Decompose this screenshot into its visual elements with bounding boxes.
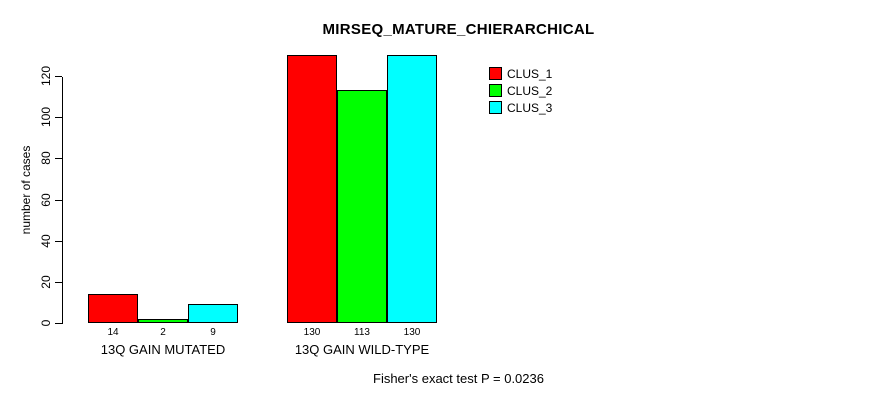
y-tick: [55, 117, 62, 118]
bar: [138, 319, 188, 323]
y-tick: [55, 282, 62, 283]
y-tick-label: 20: [39, 275, 53, 289]
chart-title: MIRSEQ_MATURE_CHIERARCHICAL: [322, 21, 595, 38]
bar: [88, 294, 138, 323]
legend-swatch: [489, 101, 502, 114]
y-tick-label: 120: [39, 65, 53, 87]
bar: [337, 90, 387, 323]
y-tick-label: 0: [39, 319, 53, 327]
legend-label: CLUS_3: [507, 100, 553, 115]
legend-label: CLUS_2: [507, 83, 553, 98]
bar-value-label: 130: [303, 327, 321, 338]
category-label: 13Q GAIN WILD-TYPE: [294, 342, 430, 357]
bar: [287, 55, 337, 323]
category-label: 13Q GAIN MUTATED: [100, 342, 226, 357]
y-tick-label: 40: [39, 234, 53, 248]
y-tick-label: 80: [39, 151, 53, 165]
bar: [387, 55, 437, 323]
y-tick: [55, 323, 62, 324]
y-tick-label: 60: [39, 193, 53, 207]
legend-swatch: [489, 67, 502, 80]
y-axis-title: number of cases: [19, 145, 33, 235]
bar-value-label: 130: [403, 327, 421, 338]
bar-value-label: 2: [160, 327, 166, 338]
legend-swatch: [489, 84, 502, 97]
y-axis-line: [62, 77, 63, 324]
bar: [188, 304, 238, 323]
legend-label: CLUS_1: [507, 66, 553, 81]
y-tick: [55, 76, 62, 77]
legend-item: CLUS_1: [489, 65, 552, 82]
legend: CLUS_1 CLUS_2 CLUS_3: [489, 65, 552, 116]
bar-value-label: 14: [107, 327, 119, 338]
fisher-test-annotation: Fisher's exact test P = 0.0236: [373, 371, 544, 386]
legend-item: CLUS_2: [489, 82, 552, 99]
legend-item: CLUS_3: [489, 99, 552, 116]
y-tick: [55, 241, 62, 242]
bar-value-label: 113: [354, 327, 370, 338]
bar-value-label: 9: [210, 327, 216, 338]
y-tick: [55, 158, 62, 159]
y-tick-label: 100: [39, 106, 53, 128]
y-tick: [55, 200, 62, 201]
